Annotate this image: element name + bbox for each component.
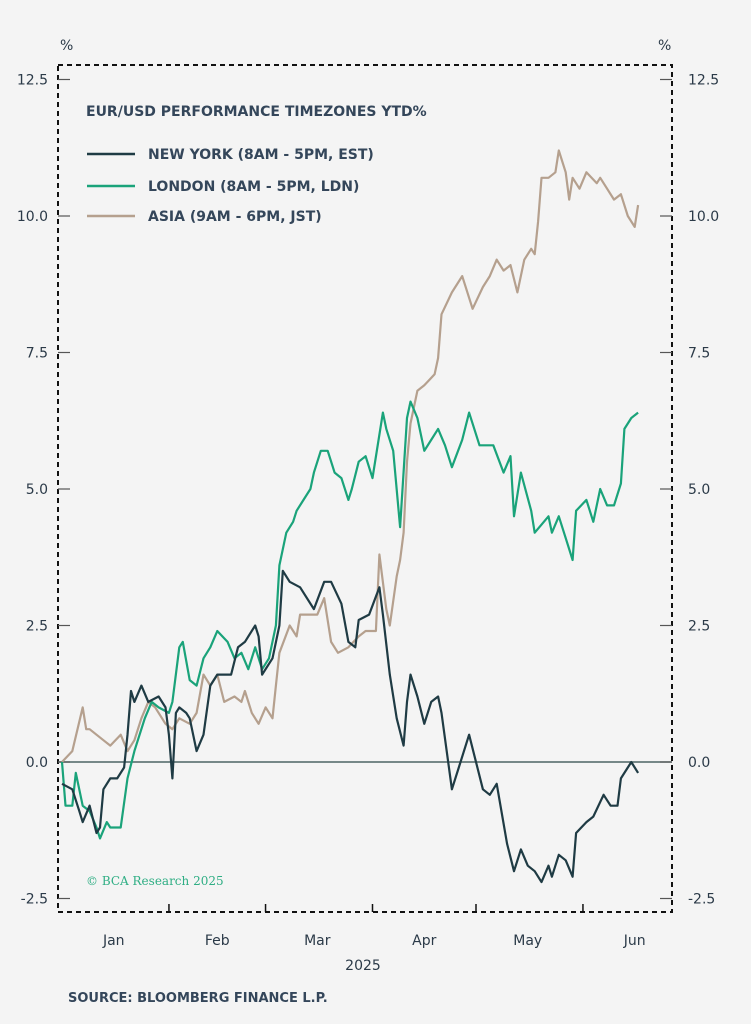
x-tick-label-may: May	[513, 933, 542, 949]
x-tick-label-mar: Mar	[304, 933, 331, 949]
series-line-new-york	[61, 569, 640, 884]
series-lines	[60, 149, 640, 884]
x-tick-label-jun: Jun	[623, 933, 646, 949]
y-tick-label-left: 10.0	[17, 209, 48, 225]
y-tick-label-left: 0.0	[26, 755, 48, 771]
y-tick-label-right: 2.5	[688, 619, 710, 635]
y-axis-unit-left: %	[60, 38, 73, 54]
copyright-annotation: © BCA Research 2025	[86, 874, 224, 888]
series-line-asia	[61, 149, 640, 763]
legend-label-new-york: NEW YORK (8AM - 5PM, EST)	[148, 147, 374, 163]
x-axis-year-label: 2025	[345, 958, 381, 974]
legend-label-asia: ASIA (9AM - 6PM, JST)	[148, 209, 322, 225]
x-tick-label-apr: Apr	[412, 933, 436, 949]
y-tick-label-right: 0.0	[688, 755, 710, 771]
chart-title: EUR/USD PERFORMANCE TIMEZONES YTD%	[86, 104, 427, 120]
y-tick-label-right: 5.0	[688, 482, 710, 498]
x-tick-label-feb: Feb	[205, 933, 230, 949]
y-tick-label-left: 2.5	[26, 619, 48, 635]
y-tick-label-left: 7.5	[26, 346, 48, 362]
series-line-london	[60, 400, 639, 840]
source-note: SOURCE: BLOOMBERG FINANCE L.P.	[68, 991, 328, 1006]
y-tick-label-right: 10.0	[688, 209, 719, 225]
y-tick-label-left: -2.5	[21, 892, 48, 908]
x-tick-label-jan: Jan	[102, 933, 125, 949]
y-tick-label-left: 5.0	[26, 482, 48, 498]
y-tick-label-left: 12.5	[17, 73, 48, 89]
legend: EUR/USD PERFORMANCE TIMEZONES YTD% NEW Y…	[86, 104, 427, 225]
y-tick-label-right: -2.5	[688, 892, 715, 908]
axes: 12.5 12.5 10.0 10.0 7.5 7.5 5.0 5.0 2.5 2.5 0.0 0.0…	[17, 73, 719, 950]
legend-label-london: LONDON (8AM - 5PM, LDN)	[148, 179, 359, 195]
y-axis-unit-right: %	[658, 38, 671, 54]
y-tick-label-right: 12.5	[688, 73, 719, 89]
y-tick-label-right: 7.5	[688, 346, 710, 362]
